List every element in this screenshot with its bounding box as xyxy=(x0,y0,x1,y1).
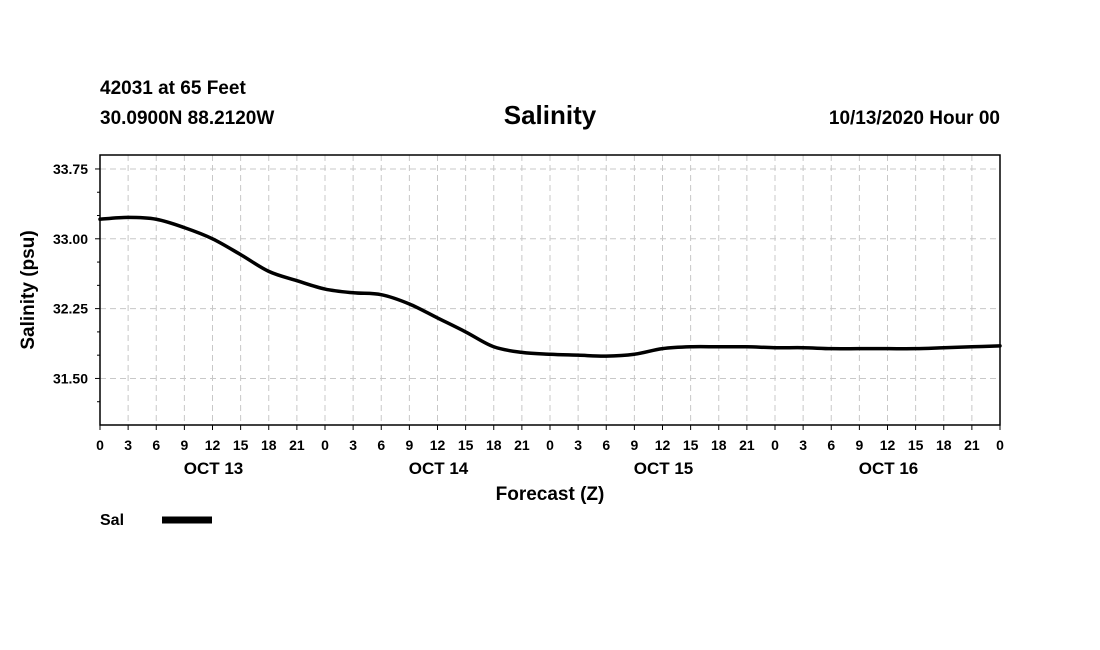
location-label: 30.0900N 88.2120W xyxy=(100,108,274,129)
y-tick-label: 33.00 xyxy=(53,231,88,247)
y-tick-label: 31.50 xyxy=(53,370,88,386)
y-tick-label: 32.25 xyxy=(53,301,88,317)
day-label: OCT 15 xyxy=(634,459,694,478)
plot-frame xyxy=(99,154,1001,426)
x-tick-label: 9 xyxy=(630,437,638,453)
x-tick-label: 9 xyxy=(405,437,413,453)
legend: Sal xyxy=(100,512,212,529)
x-tick-label: 3 xyxy=(349,437,357,453)
x-tick-label: 12 xyxy=(880,437,896,453)
x-tick-label: 6 xyxy=(602,437,610,453)
x-tick-label: 0 xyxy=(996,437,1004,453)
x-tick-label: 6 xyxy=(827,437,835,453)
x-tick-label: 9 xyxy=(855,437,863,453)
x-axis-label: Forecast (Z) xyxy=(496,484,605,505)
x-tick-label: 21 xyxy=(289,437,305,453)
x-tick-label: 0 xyxy=(546,437,554,453)
x-tick-label: 9 xyxy=(180,437,188,453)
y-axis-label: Salinity (psu) xyxy=(18,230,39,349)
station-label: 42031 at 65 Feet xyxy=(100,78,246,99)
x-tick-label: 6 xyxy=(152,437,160,453)
x-tick-label: 21 xyxy=(964,437,980,453)
x-tick-label: 12 xyxy=(205,437,221,453)
x-tick-label: 0 xyxy=(321,437,329,453)
x-tick-label: 3 xyxy=(124,437,132,453)
x-tick-label: 18 xyxy=(711,437,727,453)
day-label: OCT 14 xyxy=(409,459,469,478)
legend-label: Sal xyxy=(100,512,124,529)
x-tick-label: 12 xyxy=(430,437,446,453)
x-tick-label: 15 xyxy=(458,437,474,453)
x-tick-label: 18 xyxy=(486,437,502,453)
x-tick-label: 6 xyxy=(377,437,385,453)
x-tick-label: 18 xyxy=(936,437,952,453)
x-tick-label: 21 xyxy=(739,437,755,453)
day-labels: OCT 13 OCT 14 OCT 15 OCT 16 xyxy=(184,459,919,478)
day-label: OCT 16 xyxy=(859,459,919,478)
x-tick-label: 3 xyxy=(574,437,582,453)
x-tick-label: 0 xyxy=(96,437,104,453)
chart-title: Salinity xyxy=(504,100,597,130)
x-tick-label: 3 xyxy=(799,437,807,453)
run-time-label: 10/13/2020 Hour 00 xyxy=(829,108,1000,129)
day-label: OCT 13 xyxy=(184,459,244,478)
series-layer xyxy=(98,215,1002,358)
x-tick-label: 12 xyxy=(655,437,671,453)
x-tick-label: 0 xyxy=(771,437,779,453)
x-tick-label: 21 xyxy=(514,437,530,453)
x-tick-label: 15 xyxy=(683,437,699,453)
y-axis: 31.50 32.25 33.00 33.75 xyxy=(53,161,100,403)
x-axis: 0 3 6 9 12 15 18 21 0 3 6 9 12 15 18 21 0 3 6 9 12 15 18 21 0 3 6 9… xyxy=(96,425,1004,453)
y-tick-label: 33.75 xyxy=(53,161,88,177)
x-tick-label: 18 xyxy=(261,437,277,453)
x-tick-label: 15 xyxy=(233,437,249,453)
series-line-sal xyxy=(98,215,1002,358)
x-tick-label: 15 xyxy=(908,437,924,453)
gridlines xyxy=(100,155,1000,425)
